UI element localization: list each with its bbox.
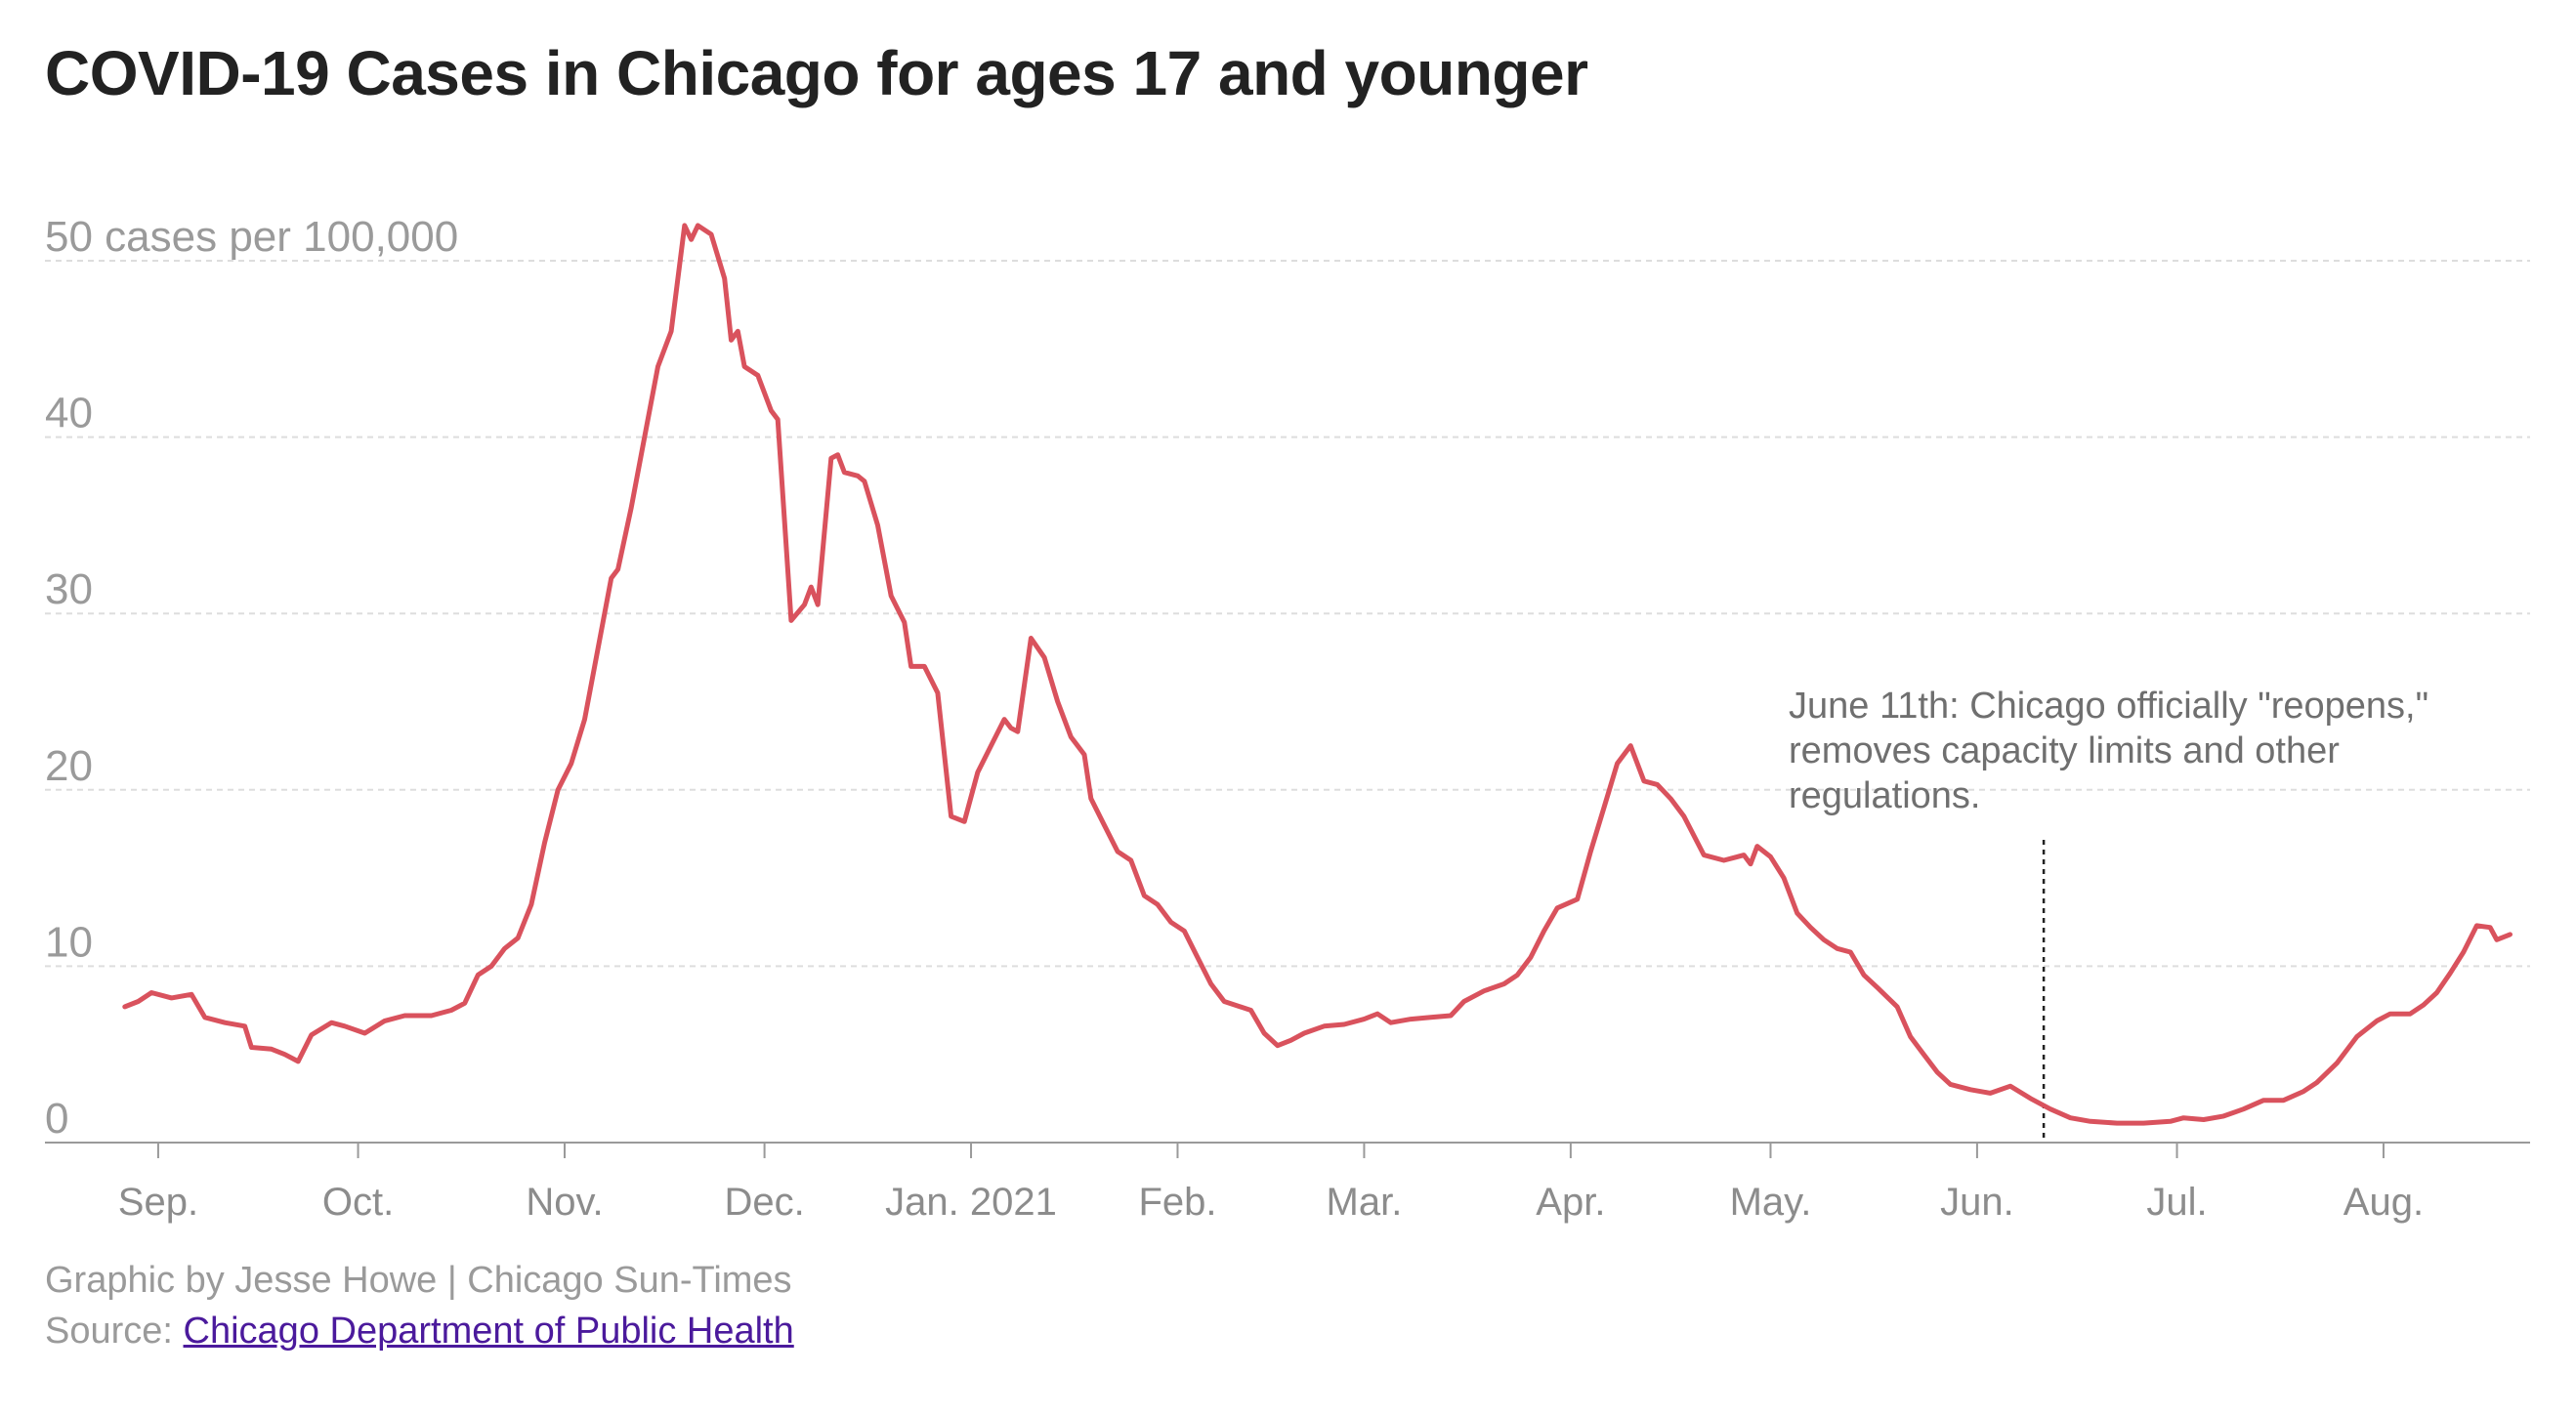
y-tick-label: 20 [45, 742, 93, 790]
y-axis-labels: 50 cases per 100,000 40 30 20 10 0 [45, 213, 458, 1143]
x-tick-label: Mar. [1327, 1181, 1403, 1224]
series-line [122, 223, 2513, 1126]
y-tick-label: 30 [45, 565, 93, 613]
annotation-text: June 11th: Chicago officially "reopens," [1789, 686, 2428, 727]
x-tick-label: Jan. 2021 [885, 1181, 1057, 1224]
y-tick-label: 10 [45, 918, 93, 966]
graphic-credit: Graphic by Jesse Howe | Chicago Sun-Time… [45, 1260, 792, 1301]
y-tick-label: 50 cases per 100,000 [45, 213, 458, 261]
x-tick-label: Dec. [724, 1181, 804, 1224]
series [122, 223, 2513, 1126]
x-tick-label: Jun. [1940, 1181, 2014, 1224]
x-tick-label: Jul. [2146, 1181, 2207, 1224]
annotation-text: removes capacity limits and other [1789, 730, 2340, 771]
source-line: Source: Chicago Department of Public Hea… [45, 1311, 794, 1353]
x-tick-label: Apr. [1536, 1181, 1605, 1224]
grid-lines [45, 260, 2530, 968]
x-tick-label: Aug. [2344, 1181, 2424, 1224]
annotation: June 11th: Chicago officially "reopens,"… [1789, 686, 2428, 1143]
x-tick-label: Feb. [1138, 1181, 1216, 1224]
x-tick-label: May. [1730, 1181, 1812, 1224]
x-tick-label: Oct. [322, 1181, 394, 1224]
x-tick-label: Sep. [118, 1181, 198, 1224]
source-link[interactable]: Chicago Department of Public Health [183, 1311, 794, 1352]
y-tick-label: 40 [45, 390, 93, 437]
y-tick-label: 0 [45, 1095, 68, 1143]
chart-title: COVID-19 Cases in Chicago for ages 17 an… [45, 38, 1588, 108]
x-axis: Sep. Oct. Nov. Dec. Jan. 2021 Feb. Mar. Apr. May… [45, 1142, 2530, 1224]
x-tick-label: Nov. [526, 1181, 603, 1224]
source-label: Source: [45, 1311, 184, 1352]
annotation-text: regulations. [1789, 775, 1980, 816]
